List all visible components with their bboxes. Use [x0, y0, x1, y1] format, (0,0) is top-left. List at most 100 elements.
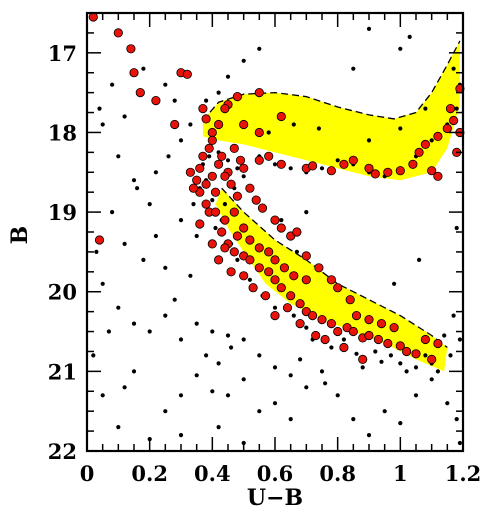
black-point: [435, 369, 440, 374]
black-point: [116, 154, 121, 159]
red-point: [351, 310, 362, 321]
x-tick-label: 0.6: [257, 461, 294, 486]
red-point: [245, 235, 255, 245]
black-point: [110, 82, 115, 87]
red-point: [276, 159, 286, 169]
red-point: [445, 104, 456, 114]
black-point: [304, 210, 309, 215]
band-fill-0: [202, 40, 460, 181]
red-point: [339, 159, 349, 169]
black-point: [279, 218, 284, 223]
black-point: [454, 417, 459, 422]
x-tick-label: 0.4: [194, 461, 231, 486]
red-point: [260, 291, 271, 301]
black-point: [225, 333, 231, 338]
black-point: [106, 329, 111, 334]
black-point: [241, 440, 246, 446]
red-point: [217, 227, 227, 237]
black-point: [178, 337, 184, 342]
axis-tick-labels: 0 0.2 0.4 0.6 0.8 1 1.2 17 18 19 20 21 22: [48, 41, 482, 486]
black-point: [288, 166, 293, 171]
red-point: [126, 44, 136, 54]
black-point: [225, 393, 231, 398]
black-point: [178, 393, 184, 398]
red-point: [220, 243, 230, 253]
red-point: [195, 219, 205, 229]
red-point: [420, 334, 430, 345]
red-point: [94, 235, 105, 245]
black-point: [153, 170, 158, 175]
black-point: [229, 345, 234, 350]
red-point: [135, 88, 145, 98]
black-point: [91, 353, 96, 358]
red-point: [264, 267, 274, 277]
black-point: [413, 365, 419, 370]
black-point: [235, 257, 240, 262]
black-point: [122, 241, 127, 246]
black-point: [451, 66, 456, 71]
red-point: [345, 295, 355, 305]
red-point: [210, 207, 221, 217]
black-point: [445, 401, 450, 406]
red-point: [232, 92, 242, 102]
x-axis-title: U−B: [247, 485, 303, 511]
band-edge-1: [221, 187, 448, 349]
red-point: [333, 326, 343, 337]
red-point: [295, 318, 305, 329]
black-point: [298, 357, 303, 362]
black-point: [178, 138, 184, 143]
black-point: [329, 345, 334, 350]
x-tick-label: 0: [80, 461, 95, 486]
red-point: [198, 104, 208, 114]
red-point: [282, 303, 293, 313]
red-point: [239, 163, 249, 173]
red-point: [326, 275, 336, 285]
black-point: [122, 114, 127, 119]
black-point: [398, 361, 403, 366]
black-point: [153, 233, 158, 239]
red-point: [448, 115, 459, 126]
black-point: [97, 106, 102, 111]
black-point: [163, 265, 168, 270]
black-point: [429, 377, 434, 382]
red-point: [214, 255, 224, 265]
red-point: [270, 275, 280, 285]
red-point: [364, 330, 374, 341]
black-point: [417, 257, 422, 262]
black-point: [178, 218, 184, 223]
black-point: [241, 377, 246, 382]
black-point: [225, 74, 231, 79]
red-point: [395, 341, 405, 351]
black-point: [178, 433, 184, 438]
red-point: [229, 207, 239, 217]
red-point: [442, 123, 452, 134]
red-point: [217, 151, 227, 161]
y-tick-label: 20: [48, 280, 77, 305]
red-point: [326, 318, 336, 329]
red-point: [220, 104, 230, 114]
red-point: [254, 127, 264, 138]
black-point: [442, 333, 447, 338]
black-point: [213, 225, 218, 231]
black-point: [147, 329, 152, 334]
black-point: [266, 130, 271, 135]
black-point: [288, 417, 293, 422]
black-point: [272, 305, 278, 310]
black-point: [323, 381, 328, 386]
black-point: [341, 337, 346, 342]
black-point: [204, 98, 209, 103]
black-point: [382, 409, 387, 414]
black-point: [131, 178, 137, 183]
red-point: [188, 183, 199, 193]
red-point: [389, 322, 399, 333]
red-point: [214, 119, 224, 130]
red-point: [358, 354, 368, 364]
red-point: [370, 169, 380, 179]
red-point: [264, 247, 274, 257]
y-tick-label: 17: [48, 41, 77, 66]
black-point: [366, 138, 372, 143]
black-point: [147, 202, 152, 207]
red-point: [151, 96, 161, 106]
black-point: [225, 158, 231, 163]
black-point: [423, 106, 428, 111]
